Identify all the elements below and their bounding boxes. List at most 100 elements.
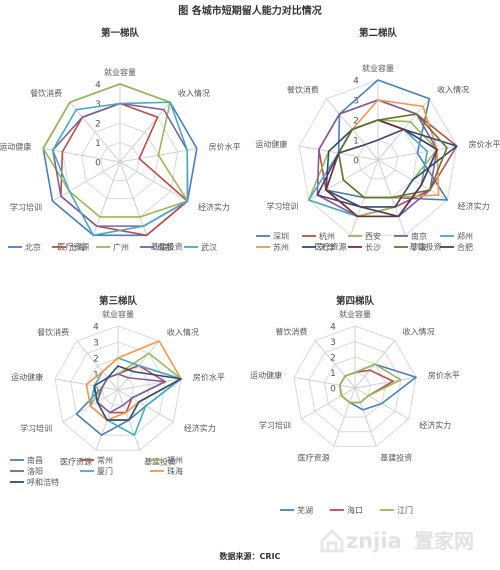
legend: 北京 上海 广州 成都 武汉 (8, 242, 217, 252)
axis-label: 就业容量 (102, 309, 134, 319)
axis-label: 基建投资 (144, 456, 176, 466)
series-group (338, 363, 417, 411)
legend-label: 江门 (397, 505, 413, 515)
tick-label: 3 (330, 338, 336, 348)
axis-label: 经济实力 (419, 420, 451, 430)
tick-label: 4 (330, 323, 336, 333)
chart-title: 第一梯队 (101, 27, 140, 39)
series-group (75, 340, 182, 436)
axis-spoke (69, 101, 121, 163)
tick-label: 2 (353, 117, 359, 127)
axis-label: 餐饮消费 (37, 327, 69, 337)
house-logo-icon (320, 528, 344, 553)
axis-spoke (354, 376, 417, 389)
grid-ring (100, 141, 140, 181)
axis-label: 经济实力 (198, 202, 230, 212)
axis-label: 运动健康 (250, 370, 282, 380)
grid-ring (298, 79, 458, 236)
axis-label: 基建投资 (409, 241, 441, 251)
legend-label: 常州 (97, 456, 113, 465)
axis-label: 餐饮消费 (275, 326, 307, 336)
axis-label: 医疗资源 (315, 241, 347, 251)
tick-label: 1 (330, 369, 336, 379)
tick-label: 3 (95, 100, 101, 110)
tick-label: 0 (95, 159, 101, 169)
legend-label: 南昌 (27, 455, 43, 465)
tick-label: 1 (353, 137, 359, 147)
axis-spoke (119, 161, 188, 202)
axis-label: 就业容量 (339, 309, 371, 319)
axis-label: 就业容量 (362, 63, 394, 73)
legend-label: 郑州 (457, 231, 473, 241)
axis-label: 收入情况 (437, 85, 469, 95)
series-line-珠海 (85, 340, 182, 421)
axis-label: 运动健康 (0, 141, 31, 151)
chart-title: 第二梯队 (359, 27, 398, 39)
axis-spoke (119, 161, 148, 236)
tick-label: 4 (353, 77, 359, 87)
chart-title: 第四梯队 (336, 295, 375, 307)
axis-spoke (354, 387, 377, 447)
axis-label: 学习培训 (266, 201, 298, 211)
legend-label: 杭州 (319, 231, 335, 241)
watermark-cn: 置家网 (414, 529, 474, 553)
legend-label: 北京 (25, 242, 41, 252)
legend-label: 海口 (347, 505, 363, 515)
legend-label: 长沙 (365, 242, 381, 252)
axis-spoke (76, 340, 119, 391)
series-group (42, 83, 198, 237)
grid-ring (81, 122, 159, 200)
axis-label: 学习培训 (10, 202, 42, 212)
series-line-呼和浩特 (93, 365, 182, 421)
grid-ring (308, 340, 402, 433)
series-line-常州 (96, 364, 167, 414)
series-line-天津 (325, 119, 458, 208)
legend-label: 珠海 (167, 466, 183, 476)
legend-label: 福州 (167, 456, 183, 465)
series-line-广州 (42, 83, 189, 218)
legend-label: 合肥 (457, 242, 473, 252)
legend-label: 广州 (113, 242, 129, 252)
axis-label: 就业容量 (104, 67, 136, 77)
axis-label: 医疗资源 (60, 456, 92, 466)
legend-label: 苏州 (273, 242, 289, 252)
axis-spoke (119, 101, 171, 163)
radar-grid (293, 325, 417, 447)
axis-label: 学习培训 (20, 423, 52, 433)
axis-label: 医疗资源 (298, 453, 330, 463)
radar-chart-tier-3: 第三梯队01234就业容量收入情况房价水平经济实力基建投资医疗资源学习培训运动健… (10, 295, 225, 487)
legend: 芜湖 海口 江门 (280, 505, 413, 515)
main-title: 图 各城市短期留人能力对比情况 (178, 6, 322, 17)
axis-label: 收入情况 (167, 327, 199, 337)
axis-label: 房价水平 (209, 141, 241, 151)
axis-label: 房价水平 (193, 372, 225, 382)
axis-label: 收入情况 (178, 88, 210, 98)
series-line-武汉 (51, 101, 189, 237)
series-line-上海 (60, 102, 189, 237)
series-line-成都 (51, 102, 189, 227)
axis-spoke (52, 161, 121, 202)
axis-spoke (43, 147, 121, 163)
legend-label: 呼和浩特 (27, 477, 59, 487)
legend-label: 厦门 (97, 466, 113, 476)
series-group (307, 79, 458, 218)
axis-label: 基建投资 (151, 242, 183, 252)
axis-spoke (293, 376, 356, 389)
axis-label: 学习培训 (259, 420, 291, 430)
axis-label: 收入情况 (403, 326, 435, 336)
axis-label: 医疗资源 (57, 242, 89, 252)
source-note: 数据来源：CRIC (219, 552, 281, 561)
watermark-logo: znjia 置家网 (318, 527, 498, 553)
series-line-合肥 (316, 128, 438, 218)
series-line-宁波 (337, 113, 448, 199)
tick-label: 3 (353, 97, 359, 107)
legend-label: 洛阳 (27, 466, 43, 476)
series-line-江门 (338, 363, 402, 404)
legend-label: 西安 (365, 231, 381, 241)
tick-label: 1 (93, 371, 99, 381)
axis-label: 房价水平 (428, 370, 460, 380)
tick-label: 1 (95, 139, 101, 149)
